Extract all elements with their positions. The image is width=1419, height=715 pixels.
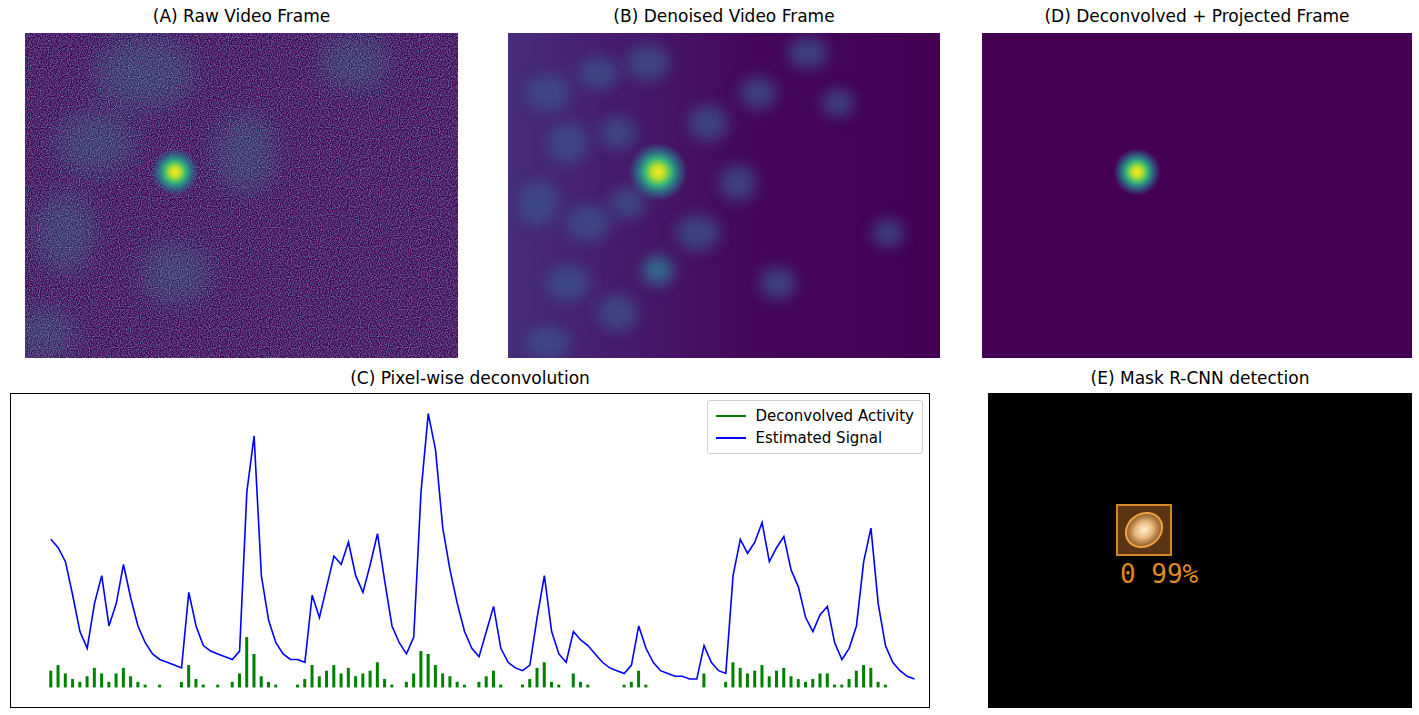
html-text:(E) Mask R-CNN detection: (E) Mask R-CNN detection [1090, 368, 1310, 388]
html-text:(D) Deconvolved + Projected Fr: (D) Deconvolved + Projected Frame [1044, 6, 1350, 26]
html-text:(A) Raw Video Frame: (A) Raw Video Frame [152, 6, 331, 26]
html-text:Estimated Signal: Estimated Signal [755, 429, 883, 447]
html-text:(B) Denoised Video Frame: (B) Denoised Video Frame [613, 6, 835, 26]
html-text:Deconvolved Activity: Deconvolved Activity [755, 407, 914, 425]
svg-text:0 99%: 0 99% [1120, 559, 1199, 589]
html-text:(C) Pixel-wise deconvolution: (C) Pixel-wise deconvolution [350, 368, 590, 388]
